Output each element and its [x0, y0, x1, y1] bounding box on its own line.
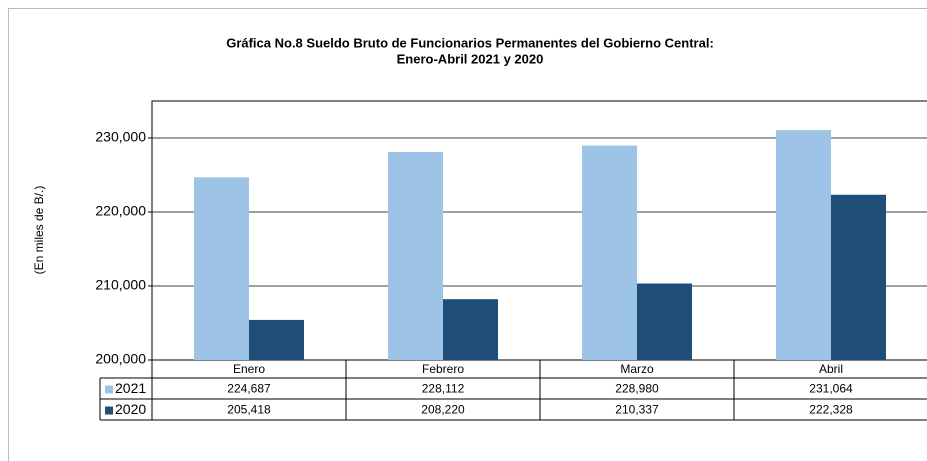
table-value: 228,112	[422, 382, 465, 396]
table-value: 205,418	[227, 403, 271, 417]
y-tick-label: 230,000	[95, 129, 146, 145]
y-axis-label: (En miles de B/.)	[32, 186, 46, 275]
bar	[443, 299, 498, 360]
table-header: Febrero	[422, 362, 464, 376]
table-value: 224,687	[227, 382, 271, 396]
y-tick-label: 220,000	[95, 203, 146, 219]
chart-title: Enero-Abril 2021 y 2020	[397, 51, 544, 66]
table-value: 228,980	[615, 382, 659, 396]
legend-swatch	[105, 406, 113, 415]
bar	[582, 145, 637, 360]
bar	[194, 177, 249, 360]
bar	[637, 283, 692, 360]
bar	[831, 194, 886, 360]
legend-label: 2021	[115, 380, 146, 396]
chart-frame	[8, 8, 927, 461]
table-value: 208,220	[421, 403, 465, 417]
bar	[776, 130, 831, 360]
y-tick-label: 200,000	[95, 351, 146, 367]
table-header: Abril	[819, 362, 843, 376]
table-value: 231,064	[809, 382, 853, 396]
table-value: 210,337	[615, 403, 659, 417]
legend-label: 2020	[115, 401, 146, 417]
table-value: 222,328	[809, 403, 853, 417]
table-header: Enero	[233, 362, 265, 376]
bar	[249, 319, 304, 360]
legend-swatch	[105, 385, 113, 394]
y-tick-label: 210,000	[95, 277, 146, 293]
bar	[388, 151, 443, 360]
table-header: Marzo	[620, 362, 654, 376]
chart-title: Gráfica No.8 Sueldo Bruto de Funcionario…	[226, 35, 714, 50]
